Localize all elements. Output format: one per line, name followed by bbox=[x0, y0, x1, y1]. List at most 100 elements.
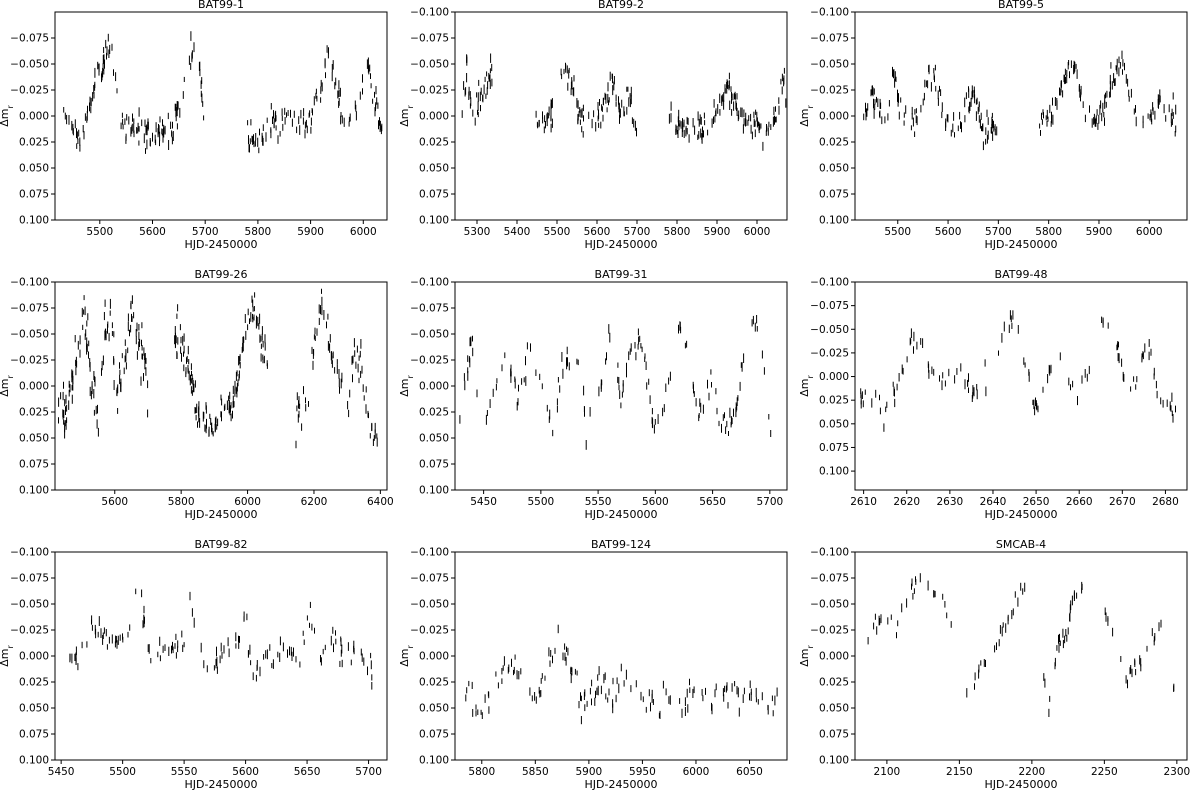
y-tick-label: −0.050 bbox=[410, 599, 449, 611]
plot-frame bbox=[454, 551, 788, 761]
y-tick-label: −0.075 bbox=[410, 33, 449, 45]
panel-title: BAT99-2 bbox=[598, 0, 644, 11]
x-tick-label: 5650 bbox=[294, 766, 321, 778]
x-axis-label: HJD-2450000 bbox=[185, 778, 258, 791]
y-tick-label: 0.050 bbox=[419, 163, 449, 175]
x-tick-label: 5700 bbox=[355, 766, 382, 778]
x-tick-label: 5500 bbox=[86, 226, 113, 238]
y-tick-label: −0.050 bbox=[10, 329, 49, 341]
y-axis-label: Δmr bbox=[398, 105, 415, 127]
x-tick-label: 2250 bbox=[1091, 766, 1118, 778]
y-tick-label: −0.100 bbox=[810, 277, 849, 289]
x-tick-label: 5600 bbox=[642, 496, 669, 508]
panel-title: BAT99-5 bbox=[998, 0, 1044, 11]
x-tick-label: 5600 bbox=[584, 226, 611, 238]
x-tick-label: 2660 bbox=[1066, 496, 1093, 508]
x-axis-label: HJD-2450000 bbox=[985, 238, 1058, 251]
data-points bbox=[860, 310, 1176, 432]
y-tick-label: 0.075 bbox=[19, 729, 49, 741]
x-tick-label: 2620 bbox=[893, 496, 920, 508]
panel-bat99-5: BAT99-5 5500 5600 5700 5800 5900 6000 0.100 0.07… bbox=[798, 0, 1188, 251]
x-tick-label: 2300 bbox=[1163, 766, 1190, 778]
y-tick-label: −0.100 bbox=[810, 547, 849, 559]
data-points bbox=[863, 50, 1177, 151]
y-tick-label: 0.050 bbox=[819, 703, 849, 715]
x-axis-label: HJD-2450000 bbox=[185, 238, 258, 251]
y-tick-label: 0.025 bbox=[819, 395, 849, 407]
x-tick-label: 2100 bbox=[874, 766, 901, 778]
panel-title: BAT99-1 bbox=[198, 0, 244, 11]
y-tick-label: −0.075 bbox=[10, 303, 49, 315]
y-tick-label: −0.025 bbox=[10, 625, 49, 637]
x-tick-label: 5300 bbox=[464, 226, 491, 238]
y-tick-label: 0.100 bbox=[419, 755, 449, 767]
x-tick-label: 5800 bbox=[1035, 226, 1062, 238]
plot-frame bbox=[454, 281, 788, 491]
x-tick-label: 2680 bbox=[1152, 496, 1179, 508]
plot-frame bbox=[54, 551, 388, 761]
y-tick-label: 0.000 bbox=[19, 381, 49, 393]
x-tick-label: 5700 bbox=[756, 496, 783, 508]
y-tick-label: −0.025 bbox=[810, 625, 849, 637]
x-tick-label: 5800 bbox=[245, 226, 272, 238]
x-tick-label: 5500 bbox=[544, 226, 571, 238]
y-tick-label: 0.050 bbox=[819, 163, 849, 175]
data-points bbox=[465, 624, 778, 725]
y-tick-label: −0.075 bbox=[410, 573, 449, 585]
y-tick-label: 0.050 bbox=[19, 703, 49, 715]
y-tick-label: −0.100 bbox=[410, 7, 449, 19]
x-tick-label: 5600 bbox=[101, 496, 128, 508]
x-tick-label: 5450 bbox=[470, 496, 497, 508]
x-tick-label: 2670 bbox=[1109, 496, 1136, 508]
x-tick-label: 2150 bbox=[946, 766, 973, 778]
panel-title: SMCAB-4 bbox=[996, 538, 1046, 551]
x-tick-label: 5600 bbox=[232, 766, 259, 778]
y-tick-label: −0.050 bbox=[810, 599, 849, 611]
y-tick-label: 0.025 bbox=[819, 137, 849, 149]
y-tick-label: 0.075 bbox=[819, 189, 849, 201]
x-tick-label: 5500 bbox=[109, 766, 136, 778]
y-axis-label: Δmr bbox=[0, 645, 15, 667]
y-axis-label: Δmr bbox=[798, 375, 815, 397]
x-axis-label: HJD-2450000 bbox=[585, 778, 658, 791]
x-tick-label: 6000 bbox=[350, 226, 377, 238]
data-points bbox=[459, 315, 772, 450]
x-tick-label: 5500 bbox=[527, 496, 554, 508]
panel-title: BAT99-31 bbox=[595, 268, 648, 281]
x-tick-label: 5900 bbox=[704, 226, 731, 238]
y-tick-label: 0.075 bbox=[419, 189, 449, 201]
x-axis-label: HJD-2450000 bbox=[185, 508, 258, 521]
y-tick-label: −0.025 bbox=[810, 85, 849, 97]
y-tick-label: 0.050 bbox=[19, 433, 49, 445]
y-tick-label: −0.025 bbox=[410, 625, 449, 637]
panel-bat99-48: BAT99-48 2610 2620 2630 2640 2650 2660 2670 2680… bbox=[798, 268, 1188, 521]
x-axis-label: HJD-2450000 bbox=[985, 778, 1058, 791]
y-tick-label: 0.100 bbox=[819, 466, 849, 478]
y-tick-label: 0.100 bbox=[19, 215, 49, 227]
x-tick-label: 5900 bbox=[1086, 226, 1113, 238]
y-tick-label: 0.075 bbox=[419, 459, 449, 471]
y-tick-label: 0.025 bbox=[419, 137, 449, 149]
x-tick-label: 5550 bbox=[171, 766, 198, 778]
data-points bbox=[69, 588, 373, 690]
y-tick-label: 0.000 bbox=[19, 651, 49, 663]
x-tick-label: 6000 bbox=[744, 226, 771, 238]
x-tick-label: 5950 bbox=[629, 766, 656, 778]
y-axis-label: Δmr bbox=[798, 645, 815, 667]
x-tick-label: 2650 bbox=[1023, 496, 1050, 508]
y-tick-label: 0.100 bbox=[19, 755, 49, 767]
y-tick-label: 0.000 bbox=[819, 111, 849, 123]
y-axis-label: Δmr bbox=[398, 375, 415, 397]
y-tick-label: −0.025 bbox=[10, 355, 49, 367]
x-tick-label: 5700 bbox=[192, 226, 219, 238]
y-tick-label: −0.050 bbox=[410, 59, 449, 71]
y-tick-label: 0.100 bbox=[419, 215, 449, 227]
y-tick-label: 0.050 bbox=[19, 163, 49, 175]
y-tick-label: 0.000 bbox=[419, 651, 449, 663]
panel-title: BAT99-82 bbox=[195, 538, 248, 551]
y-tick-label: 0.025 bbox=[19, 407, 49, 419]
x-tick-label: 5550 bbox=[585, 496, 612, 508]
x-tick-label: 5700 bbox=[985, 226, 1012, 238]
y-tick-label: 0.100 bbox=[419, 485, 449, 497]
